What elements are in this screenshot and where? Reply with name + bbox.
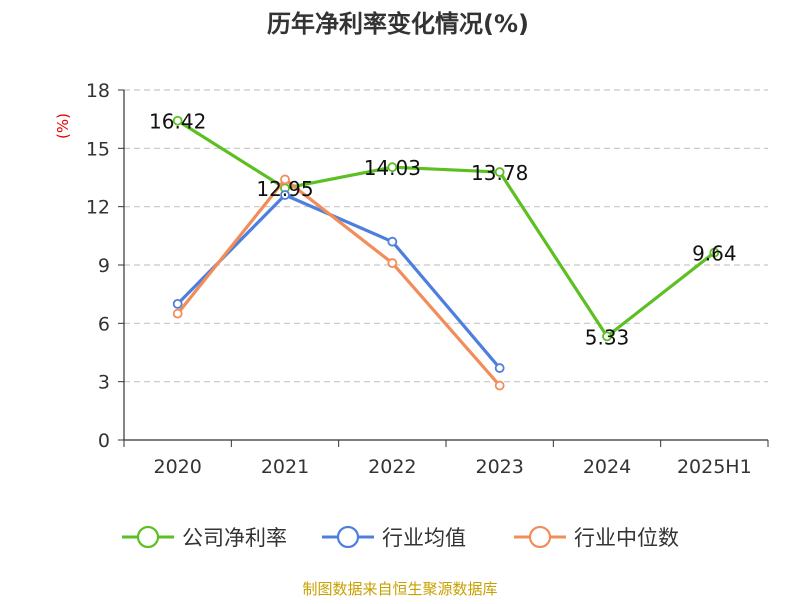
data-point[interactable] <box>280 174 290 185</box>
y-tick-label: 0 <box>98 430 110 452</box>
y-axis-unit: (%) <box>54 113 72 139</box>
data-point[interactable] <box>709 247 720 258</box>
x-tick-label: 2024 <box>583 456 631 478</box>
y-tick-label: 9 <box>98 255 110 277</box>
series-2 <box>172 174 505 391</box>
series-line <box>176 119 716 338</box>
series-line <box>176 193 502 370</box>
legend[interactable]: 公司净利率 行业均值 行业中位数 <box>122 525 679 550</box>
y-tick-label: 18 <box>86 80 110 102</box>
legend-marker-icon <box>528 525 552 549</box>
series-1 <box>172 190 505 373</box>
legend-marker-icon <box>136 525 160 549</box>
legend-item-0[interactable]: 公司净利率 <box>122 525 287 550</box>
data-point[interactable] <box>387 162 398 173</box>
data-point[interactable] <box>602 331 612 342</box>
data-labels: 16.42 12.95 14.03 13.78 5.33 9.64 <box>149 110 737 350</box>
data-point[interactable] <box>172 308 183 319</box>
legend-label: 公司净利率 <box>182 526 287 550</box>
x-tick-label: 2021 <box>261 456 309 478</box>
data-label: 13.78 <box>471 161 528 185</box>
series-lines <box>172 115 720 391</box>
data-source-note: 制图数据来自恒生聚源数据库 <box>302 580 497 598</box>
legend-marker-icon <box>336 525 360 549</box>
y-tick-label: 15 <box>86 138 110 160</box>
grid-lines <box>124 89 768 383</box>
x-tick-label: 2020 <box>153 456 201 478</box>
data-label: 12.95 <box>256 177 313 201</box>
data-point[interactable] <box>387 236 398 247</box>
chart-title: 历年净利率变化情况(%) <box>267 10 529 38</box>
data-point[interactable] <box>172 115 183 126</box>
data-label: 9.64 <box>692 242 737 266</box>
legend-label: 行业中位数 <box>574 526 679 550</box>
data-label: 16.42 <box>149 110 206 134</box>
y-tick-label: 12 <box>86 197 110 219</box>
x-tick-label: 2023 <box>475 456 523 478</box>
x-tick-label: 2022 <box>368 456 416 478</box>
data-point[interactable] <box>172 298 183 309</box>
data-point[interactable] <box>280 190 290 200</box>
x-tick-label: 2025H1 <box>677 456 752 478</box>
data-point[interactable] <box>387 258 398 268</box>
legend-label: 行业均值 <box>382 526 466 550</box>
legend-item-1[interactable]: 行业均值 <box>322 525 466 550</box>
data-label: 14.03 <box>364 156 421 180</box>
data-label: 5.33 <box>585 325 630 349</box>
legend-item-2[interactable]: 行业中位数 <box>514 525 679 550</box>
axes: 0 3 6 9 12 15 18 2020 2021 2022 2023 2024 2025H1 <box>86 80 769 478</box>
data-point[interactable] <box>494 167 505 177</box>
data-point[interactable] <box>494 380 505 391</box>
data-point[interactable] <box>494 363 505 373</box>
y-tick-label: 3 <box>98 372 110 394</box>
series-line <box>176 177 502 388</box>
y-tick-label: 6 <box>98 313 110 335</box>
